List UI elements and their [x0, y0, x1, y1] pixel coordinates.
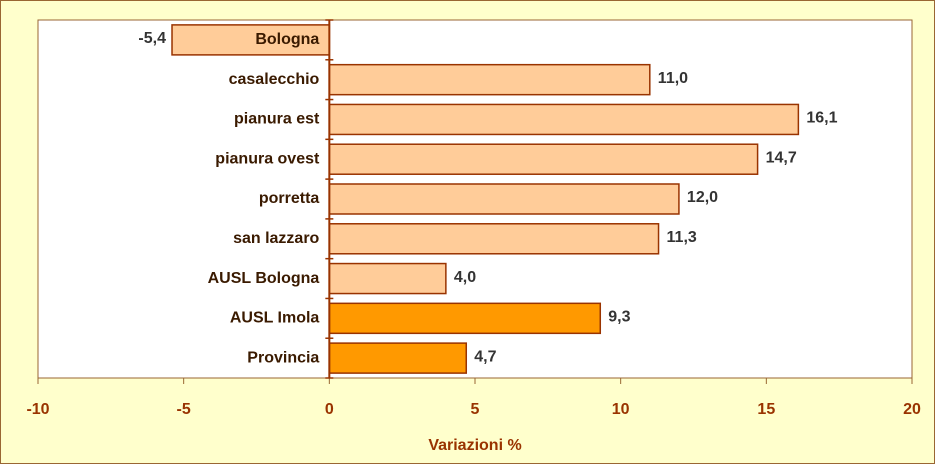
x-tick-label: 5 — [471, 401, 480, 418]
x-tick-label: 20 — [903, 401, 921, 418]
x-axis-label: Variazioni % — [428, 437, 521, 454]
value-label: 11,3 — [667, 229, 697, 246]
bar — [171, 24, 331, 56]
value-label: 16,1 — [806, 110, 837, 127]
bar — [328, 342, 468, 374]
x-tick-label: -10 — [26, 401, 49, 418]
x-tick-label: 0 — [325, 401, 334, 418]
value-label: 9,3 — [608, 309, 630, 326]
y-tick-label: AUSL Bologna — [208, 270, 320, 287]
x-tick-label: 10 — [612, 401, 630, 418]
value-label: 14,7 — [766, 149, 797, 166]
y-tick-label: san lazzaro — [233, 230, 319, 247]
bar — [328, 143, 759, 175]
x-tick-label: -5 — [177, 401, 191, 418]
value-label: 11,0 — [658, 70, 688, 87]
y-tick-label: porretta — [259, 190, 320, 207]
y-tick-label: pianura ovest — [215, 150, 320, 167]
bar — [328, 63, 651, 96]
y-tick-label: AUSL Imola — [230, 310, 320, 327]
y-tick-label: Provincia — [247, 349, 319, 366]
x-tick-label: 15 — [757, 401, 775, 418]
y-tick-label: pianura est — [234, 111, 320, 128]
value-label: 4,0 — [454, 269, 476, 286]
bar — [328, 183, 680, 215]
bar — [328, 223, 660, 255]
value-label: 4,7 — [474, 348, 496, 365]
bar — [328, 302, 602, 335]
bar — [328, 262, 447, 295]
y-tick-label: Bologna — [255, 31, 319, 48]
value-label: -5,4 — [138, 30, 166, 47]
y-tick-label: casalecchio — [229, 71, 320, 88]
bar — [328, 103, 800, 136]
value-label: 12,0 — [687, 189, 718, 206]
